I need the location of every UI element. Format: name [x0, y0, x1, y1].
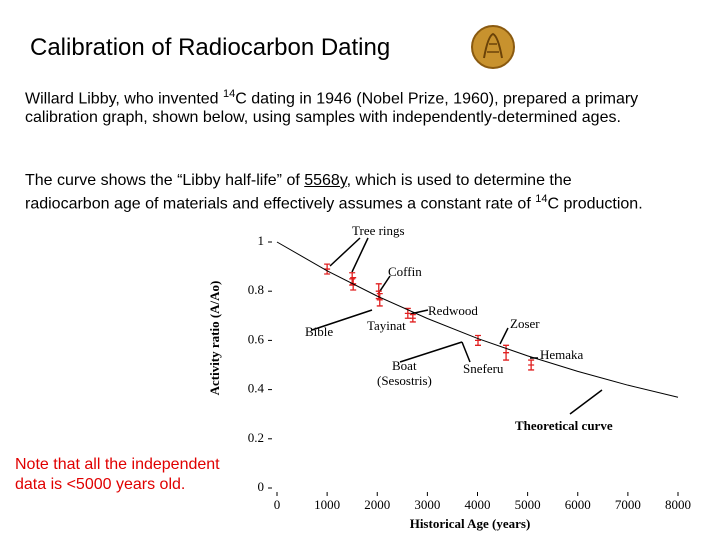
error-point	[375, 283, 382, 300]
annotation: Tayinat	[367, 318, 406, 333]
x-tick-label: 3000	[414, 497, 440, 512]
note: Note that all the independent data is <5…	[15, 456, 220, 493]
error-point	[324, 263, 331, 275]
error-bar	[475, 334, 482, 346]
annotation: Tree rings	[352, 223, 405, 238]
annotation: Coffin	[388, 264, 422, 279]
x-tick-label: 2000	[364, 497, 390, 512]
x-tick-label: 8000	[665, 497, 691, 512]
y-axis-title: Activity ratio (A/Ao)	[207, 281, 222, 396]
medal	[471, 25, 515, 69]
y-tick-label: 1	[258, 233, 265, 248]
theoretical-curve	[276, 241, 679, 398]
x-tick-label: 5000	[515, 497, 541, 512]
error-bar	[349, 272, 356, 286]
annotation: Sneferu	[463, 361, 504, 376]
text: C production.	[547, 195, 643, 213]
chart-background	[200, 190, 720, 540]
x-tick-label: 1000	[314, 497, 340, 512]
x-tick-label: 4000	[465, 497, 491, 512]
paragraph: Willard Libby, who invented 14C dating i…	[25, 85, 665, 127]
x-tick-label: 6000	[565, 497, 591, 512]
error-point	[528, 359, 535, 371]
annotation: Boat	[392, 358, 417, 373]
text: , which is used to determine the radioca…	[25, 172, 572, 213]
x-axis-title: Historical Age (years)	[410, 516, 531, 531]
y-tick-label: 0	[258, 479, 265, 494]
text: C dating in 1946 (Nobel Prize, 1960), pr…	[25, 90, 639, 127]
error-point	[404, 307, 411, 319]
chart: 0 1000 2000 3000 4000 5000 6000 7000 8000 0 0.2 0.4…	[200, 190, 720, 540]
error-bar	[409, 313, 416, 323]
y-tick-label: 0.4	[248, 381, 265, 396]
paragraph: The curve shows the “Libby half-life” of…	[25, 171, 645, 213]
error-bar	[528, 359, 535, 371]
error-bar	[375, 283, 382, 300]
annotation: Redwood	[428, 303, 478, 318]
error-bar	[503, 344, 510, 361]
error-point	[475, 334, 482, 346]
slide-title: Calibration of Radiocarbon Dating	[30, 34, 391, 61]
annotation: Theoretical curve	[515, 418, 613, 433]
error-bar	[324, 263, 331, 275]
superscript: 14	[535, 193, 548, 205]
error-point	[349, 272, 356, 286]
x-tick-label: 0	[274, 497, 281, 512]
error-point	[376, 293, 383, 307]
error-bar	[404, 307, 411, 319]
y-tick-label: 0.8	[248, 282, 264, 297]
annotation: Hemaka	[540, 347, 584, 362]
text: Willard Libby, who invented	[25, 90, 224, 108]
underlined-text: 5568y	[304, 172, 347, 189]
annotation: Bible	[305, 324, 333, 339]
annotation: (Sesostris)	[377, 373, 432, 388]
error-point	[503, 344, 510, 361]
x-tick-label: 7000	[615, 497, 641, 512]
superscript: 14	[223, 88, 236, 100]
error-bar	[376, 293, 383, 307]
annotation: Zoser	[510, 316, 540, 331]
text: The curve shows the “Libby half-life” of	[25, 172, 305, 189]
y-tick-label: 0.6	[248, 331, 265, 346]
y-tick-label: 0.2	[248, 430, 264, 445]
error-point	[409, 313, 416, 323]
